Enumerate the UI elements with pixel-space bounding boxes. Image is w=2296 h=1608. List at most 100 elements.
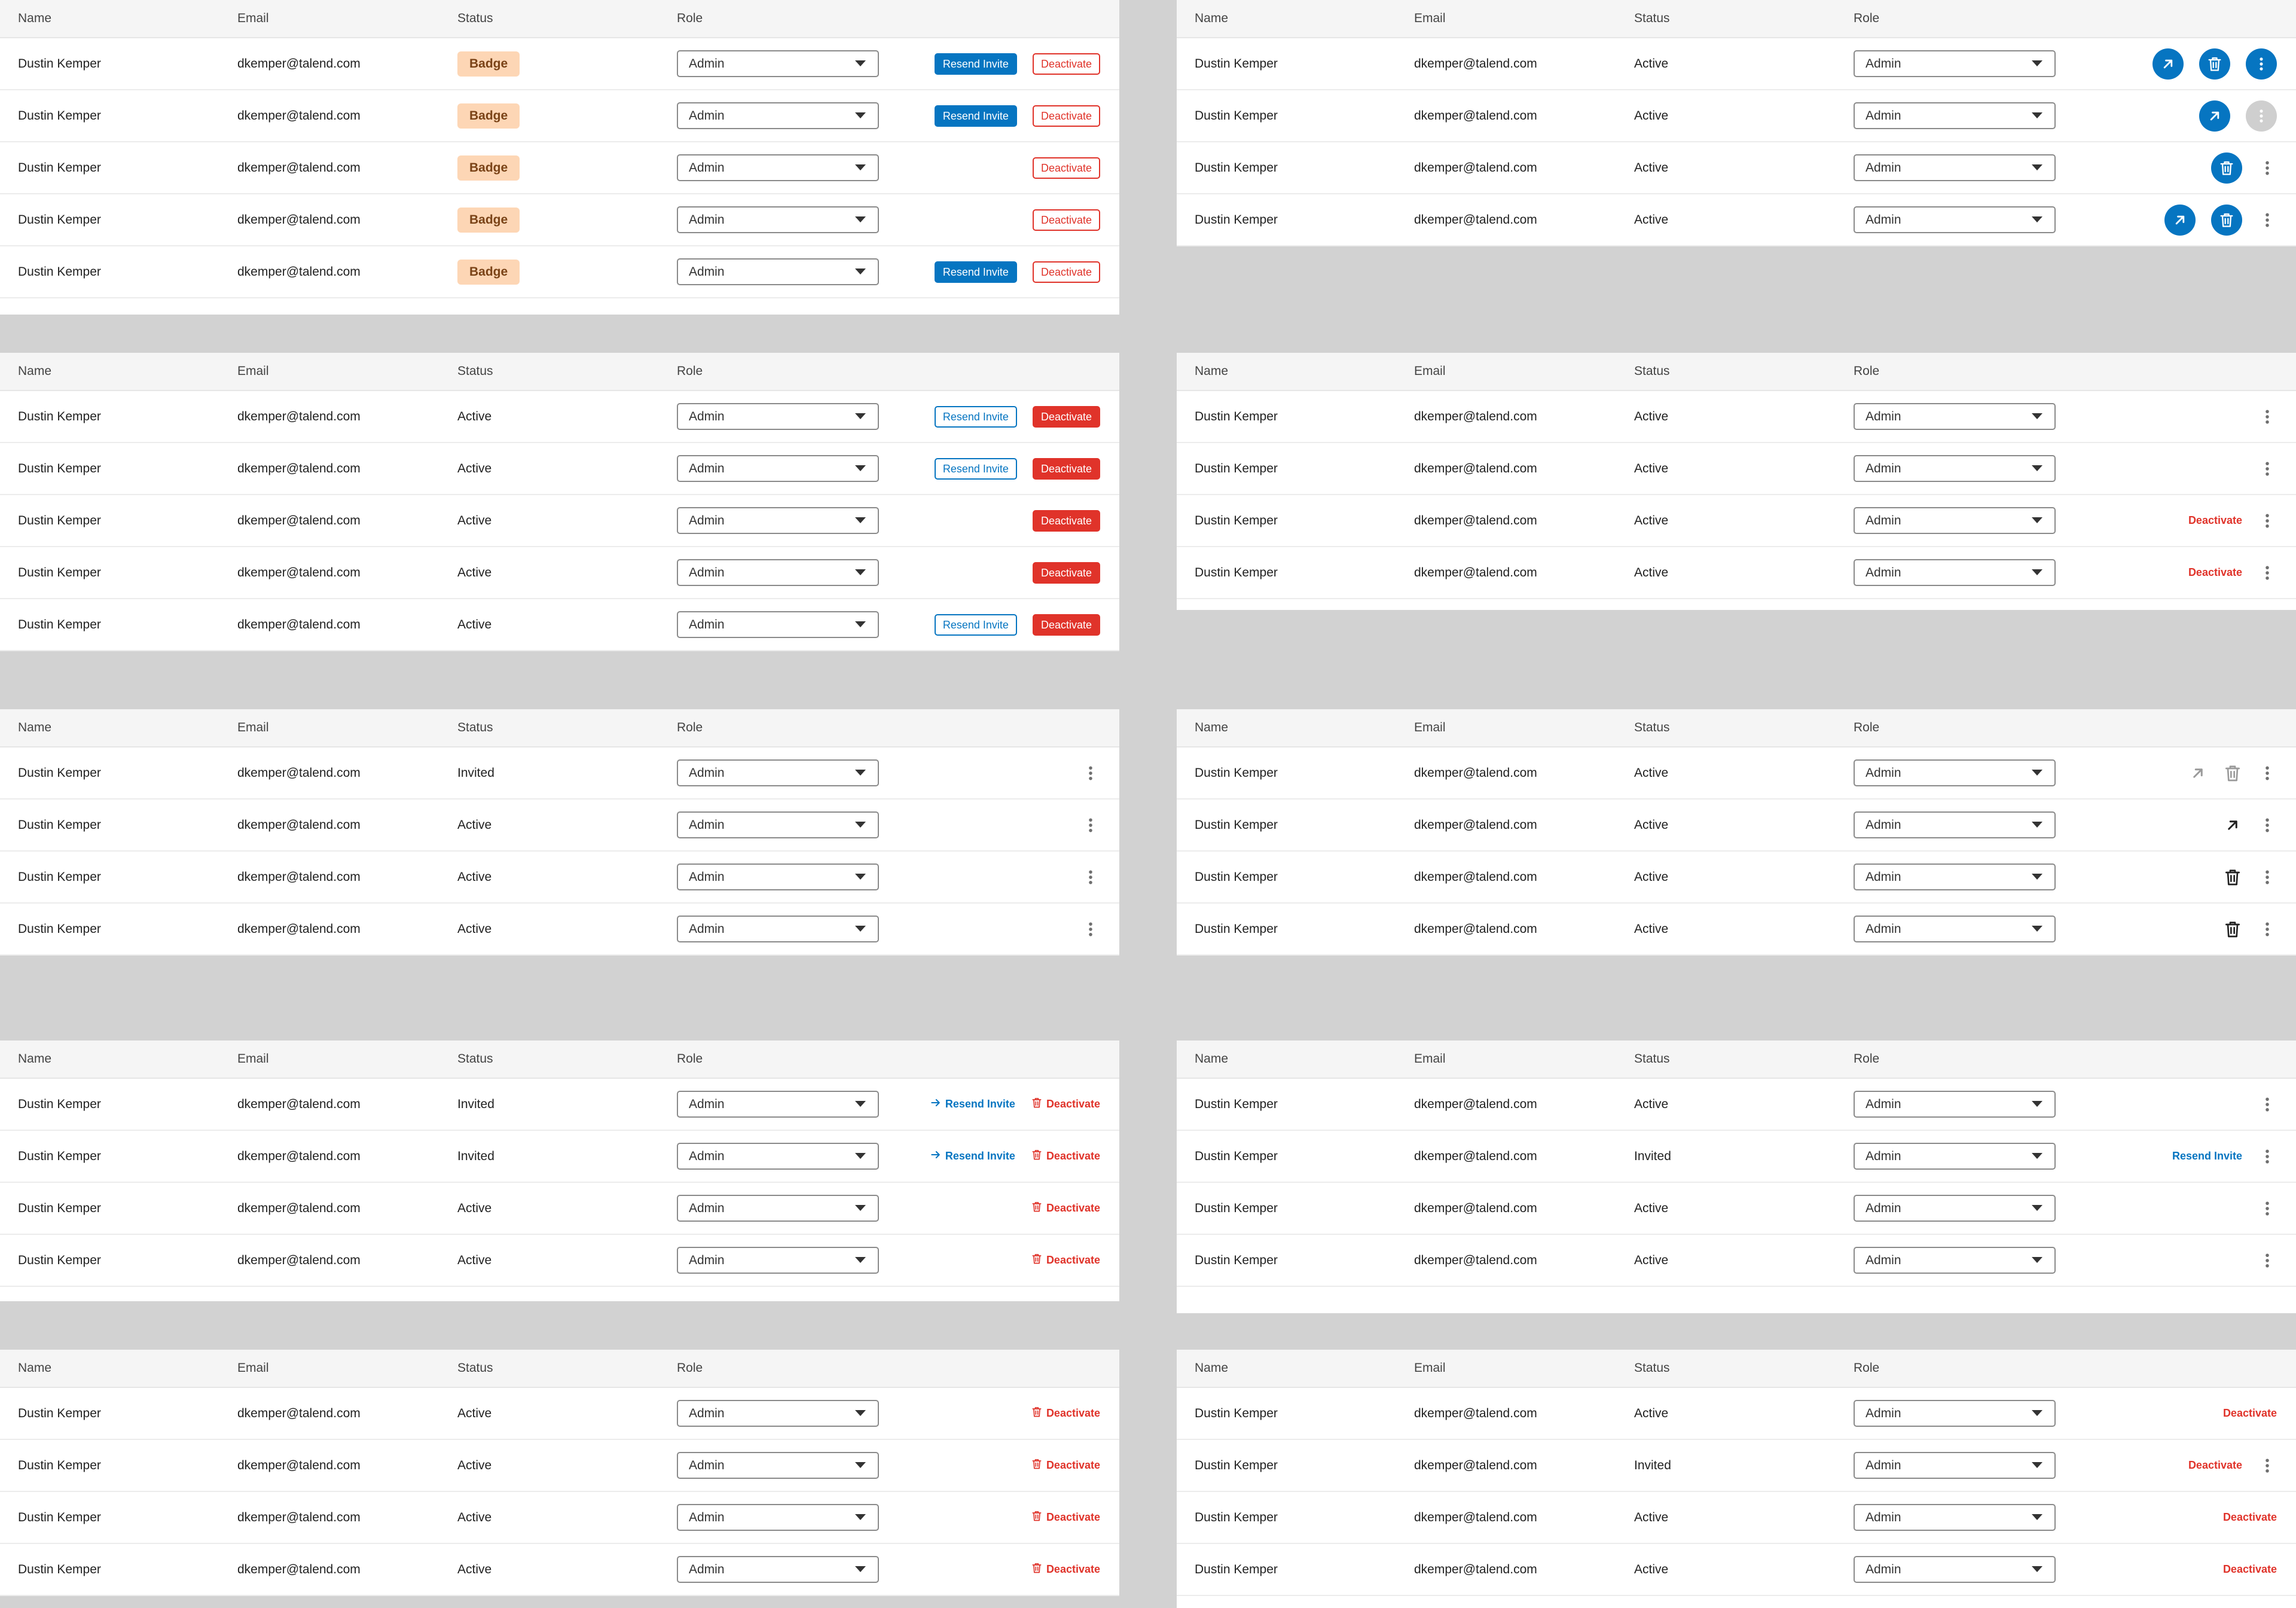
kebab-menu-icon[interactable] (2258, 457, 2277, 481)
column-header-email[interactable]: Email (237, 364, 269, 378)
trash-icon[interactable] (2199, 48, 2230, 80)
deactivate-link[interactable]: Deactivate (2188, 514, 2242, 527)
role-select[interactable]: Admin (677, 811, 879, 838)
kebab-menu-icon[interactable] (2246, 48, 2277, 80)
kebab-menu-icon[interactable] (2258, 813, 2277, 837)
deactivate-link[interactable]: Deactivate (2223, 1511, 2277, 1524)
column-header-status[interactable]: Status (457, 1361, 493, 1375)
resend-invite-link[interactable]: Resend Invite (930, 1097, 1015, 1112)
resend-invite-button[interactable]: Resend Invite (934, 53, 1017, 75)
role-select[interactable]: Admin (677, 507, 879, 534)
column-header-status[interactable]: Status (457, 1052, 493, 1066)
column-header-role[interactable]: Role (1854, 721, 1880, 734)
column-header-role[interactable]: Role (1854, 1052, 1880, 1066)
kebab-menu-icon[interactable] (2258, 1249, 2277, 1273)
role-select[interactable]: Admin (677, 559, 879, 586)
role-select[interactable]: Admin (1854, 1452, 2056, 1479)
deactivate-link[interactable]: Deactivate (1031, 1201, 1100, 1216)
column-header-email[interactable]: Email (237, 721, 269, 734)
kebab-menu-icon[interactable] (1081, 761, 1100, 785)
trash-icon[interactable] (2211, 152, 2242, 184)
column-header-role[interactable]: Role (1854, 1361, 1880, 1375)
resend-invite-button[interactable]: Resend Invite (934, 614, 1017, 636)
kebab-menu-icon[interactable] (1081, 917, 1100, 941)
external-link-icon[interactable] (2223, 813, 2242, 837)
deactivate-button[interactable]: Deactivate (1032, 105, 1100, 127)
column-header-email[interactable]: Email (237, 1361, 269, 1375)
role-select[interactable]: Admin (677, 50, 879, 77)
column-header-name[interactable]: Name (1195, 721, 1229, 734)
column-header-email[interactable]: Email (1414, 11, 1446, 25)
kebab-menu-icon[interactable] (2258, 1454, 2277, 1478)
deactivate-link[interactable]: Deactivate (1031, 1149, 1100, 1164)
role-select[interactable]: Admin (1854, 1143, 2056, 1170)
kebab-menu-icon[interactable] (2258, 156, 2277, 180)
kebab-menu-icon[interactable] (2258, 761, 2277, 785)
column-header-name[interactable]: Name (18, 721, 52, 734)
kebab-menu-icon[interactable] (2258, 405, 2277, 429)
role-select[interactable]: Admin (1854, 1247, 2056, 1274)
role-select[interactable]: Admin (677, 916, 879, 942)
column-header-role[interactable]: Role (677, 1361, 703, 1375)
role-select[interactable]: Admin (677, 206, 879, 233)
column-header-email[interactable]: Email (237, 1052, 269, 1066)
column-header-status[interactable]: Status (1634, 11, 1670, 25)
column-header-email[interactable]: Email (1414, 1361, 1446, 1375)
trash-icon[interactable] (2211, 204, 2242, 236)
deactivate-button[interactable]: Deactivate (1032, 405, 1100, 428)
trash-icon[interactable] (2223, 761, 2242, 785)
deactivate-link[interactable]: Deactivate (2223, 1407, 2277, 1420)
column-header-name[interactable]: Name (1195, 1361, 1229, 1375)
role-select[interactable]: Admin (677, 102, 879, 129)
kebab-menu-icon[interactable] (2246, 100, 2277, 132)
role-select[interactable]: Admin (1854, 403, 2056, 430)
role-select[interactable]: Admin (677, 403, 879, 430)
role-select[interactable]: Admin (677, 1504, 879, 1531)
resend-invite-button[interactable]: Resend Invite (934, 105, 1017, 127)
role-select[interactable]: Admin (1854, 1400, 2056, 1427)
role-select[interactable]: Admin (677, 611, 879, 638)
role-select[interactable]: Admin (677, 1247, 879, 1274)
column-header-role[interactable]: Role (677, 721, 703, 734)
deactivate-button[interactable]: Deactivate (1032, 157, 1100, 179)
role-select[interactable]: Admin (1854, 507, 2056, 534)
column-header-status[interactable]: Status (1634, 1052, 1670, 1066)
role-select[interactable]: Admin (677, 258, 879, 285)
column-header-status[interactable]: Status (457, 721, 493, 734)
column-header-name[interactable]: Name (1195, 364, 1229, 378)
role-select[interactable]: Admin (1854, 1195, 2056, 1222)
kebab-menu-icon[interactable] (2258, 1093, 2277, 1116)
kebab-menu-icon[interactable] (2258, 1145, 2277, 1168)
role-select[interactable]: Admin (1854, 811, 2056, 838)
trash-icon[interactable] (2223, 917, 2242, 941)
column-header-status[interactable]: Status (457, 11, 493, 25)
role-select[interactable]: Admin (1854, 1504, 2056, 1531)
role-select[interactable]: Admin (1854, 864, 2056, 890)
external-link-icon[interactable] (2188, 761, 2208, 785)
deactivate-link[interactable]: Deactivate (2188, 566, 2242, 579)
role-select[interactable]: Admin (1854, 1556, 2056, 1583)
deactivate-button[interactable]: Deactivate (1032, 562, 1100, 584)
role-select[interactable]: Admin (677, 154, 879, 181)
column-header-name[interactable]: Name (1195, 11, 1229, 25)
column-header-status[interactable]: Status (457, 364, 493, 378)
role-select[interactable]: Admin (677, 864, 879, 890)
column-header-name[interactable]: Name (18, 364, 52, 378)
column-header-role[interactable]: Role (677, 364, 703, 378)
role-select[interactable]: Admin (677, 1195, 879, 1222)
deactivate-button[interactable]: Deactivate (1032, 209, 1100, 231)
column-header-email[interactable]: Email (237, 11, 269, 25)
role-select[interactable]: Admin (677, 1556, 879, 1583)
resend-invite-button[interactable]: Resend Invite (934, 261, 1017, 283)
kebab-menu-icon[interactable] (2258, 917, 2277, 941)
column-header-status[interactable]: Status (1634, 364, 1670, 378)
column-header-role[interactable]: Role (1854, 11, 1880, 25)
column-header-role[interactable]: Role (677, 11, 703, 25)
role-select[interactable]: Admin (677, 455, 879, 482)
role-select[interactable]: Admin (677, 1400, 879, 1427)
column-header-status[interactable]: Status (1634, 1361, 1670, 1375)
role-select[interactable]: Admin (1854, 916, 2056, 942)
kebab-menu-icon[interactable] (1081, 813, 1100, 837)
role-select[interactable]: Admin (677, 1091, 879, 1118)
external-link-icon[interactable] (2152, 48, 2184, 80)
